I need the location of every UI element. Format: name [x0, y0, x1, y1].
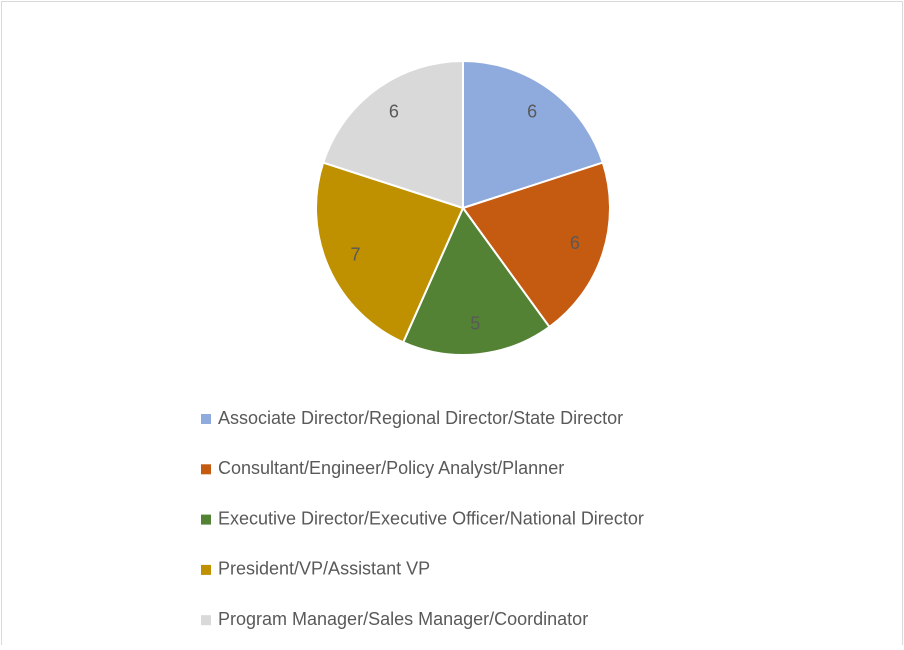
data-label: 5: [470, 314, 480, 334]
legend-label: Consultant/Engineer/Policy Analyst/Plann…: [218, 458, 564, 478]
data-label: 6: [570, 233, 580, 253]
legend-swatch: [201, 464, 211, 475]
data-label: 7: [351, 245, 361, 265]
legend-swatch: [201, 564, 211, 575]
legend-label: President/VP/Assistant VP: [218, 559, 430, 579]
legend-label: Executive Director/Executive Officer/Nat…: [218, 508, 644, 528]
legend-label: Associate Director/Regional Director/Sta…: [218, 408, 623, 428]
data-label: 6: [527, 102, 537, 122]
legend-label: Program Manager/Sales Manager/Coordinato…: [218, 609, 588, 629]
pie-slice: [462, 59, 605, 210]
pie-slice: [321, 59, 464, 210]
legend-swatch: [201, 414, 211, 424]
pie-slice: [401, 206, 551, 356]
pie-slice: [315, 161, 465, 344]
pie-slice: [461, 161, 611, 329]
legend-swatch: [201, 615, 211, 626]
data-label: 6: [389, 102, 399, 122]
legend-swatch: [201, 514, 211, 525]
